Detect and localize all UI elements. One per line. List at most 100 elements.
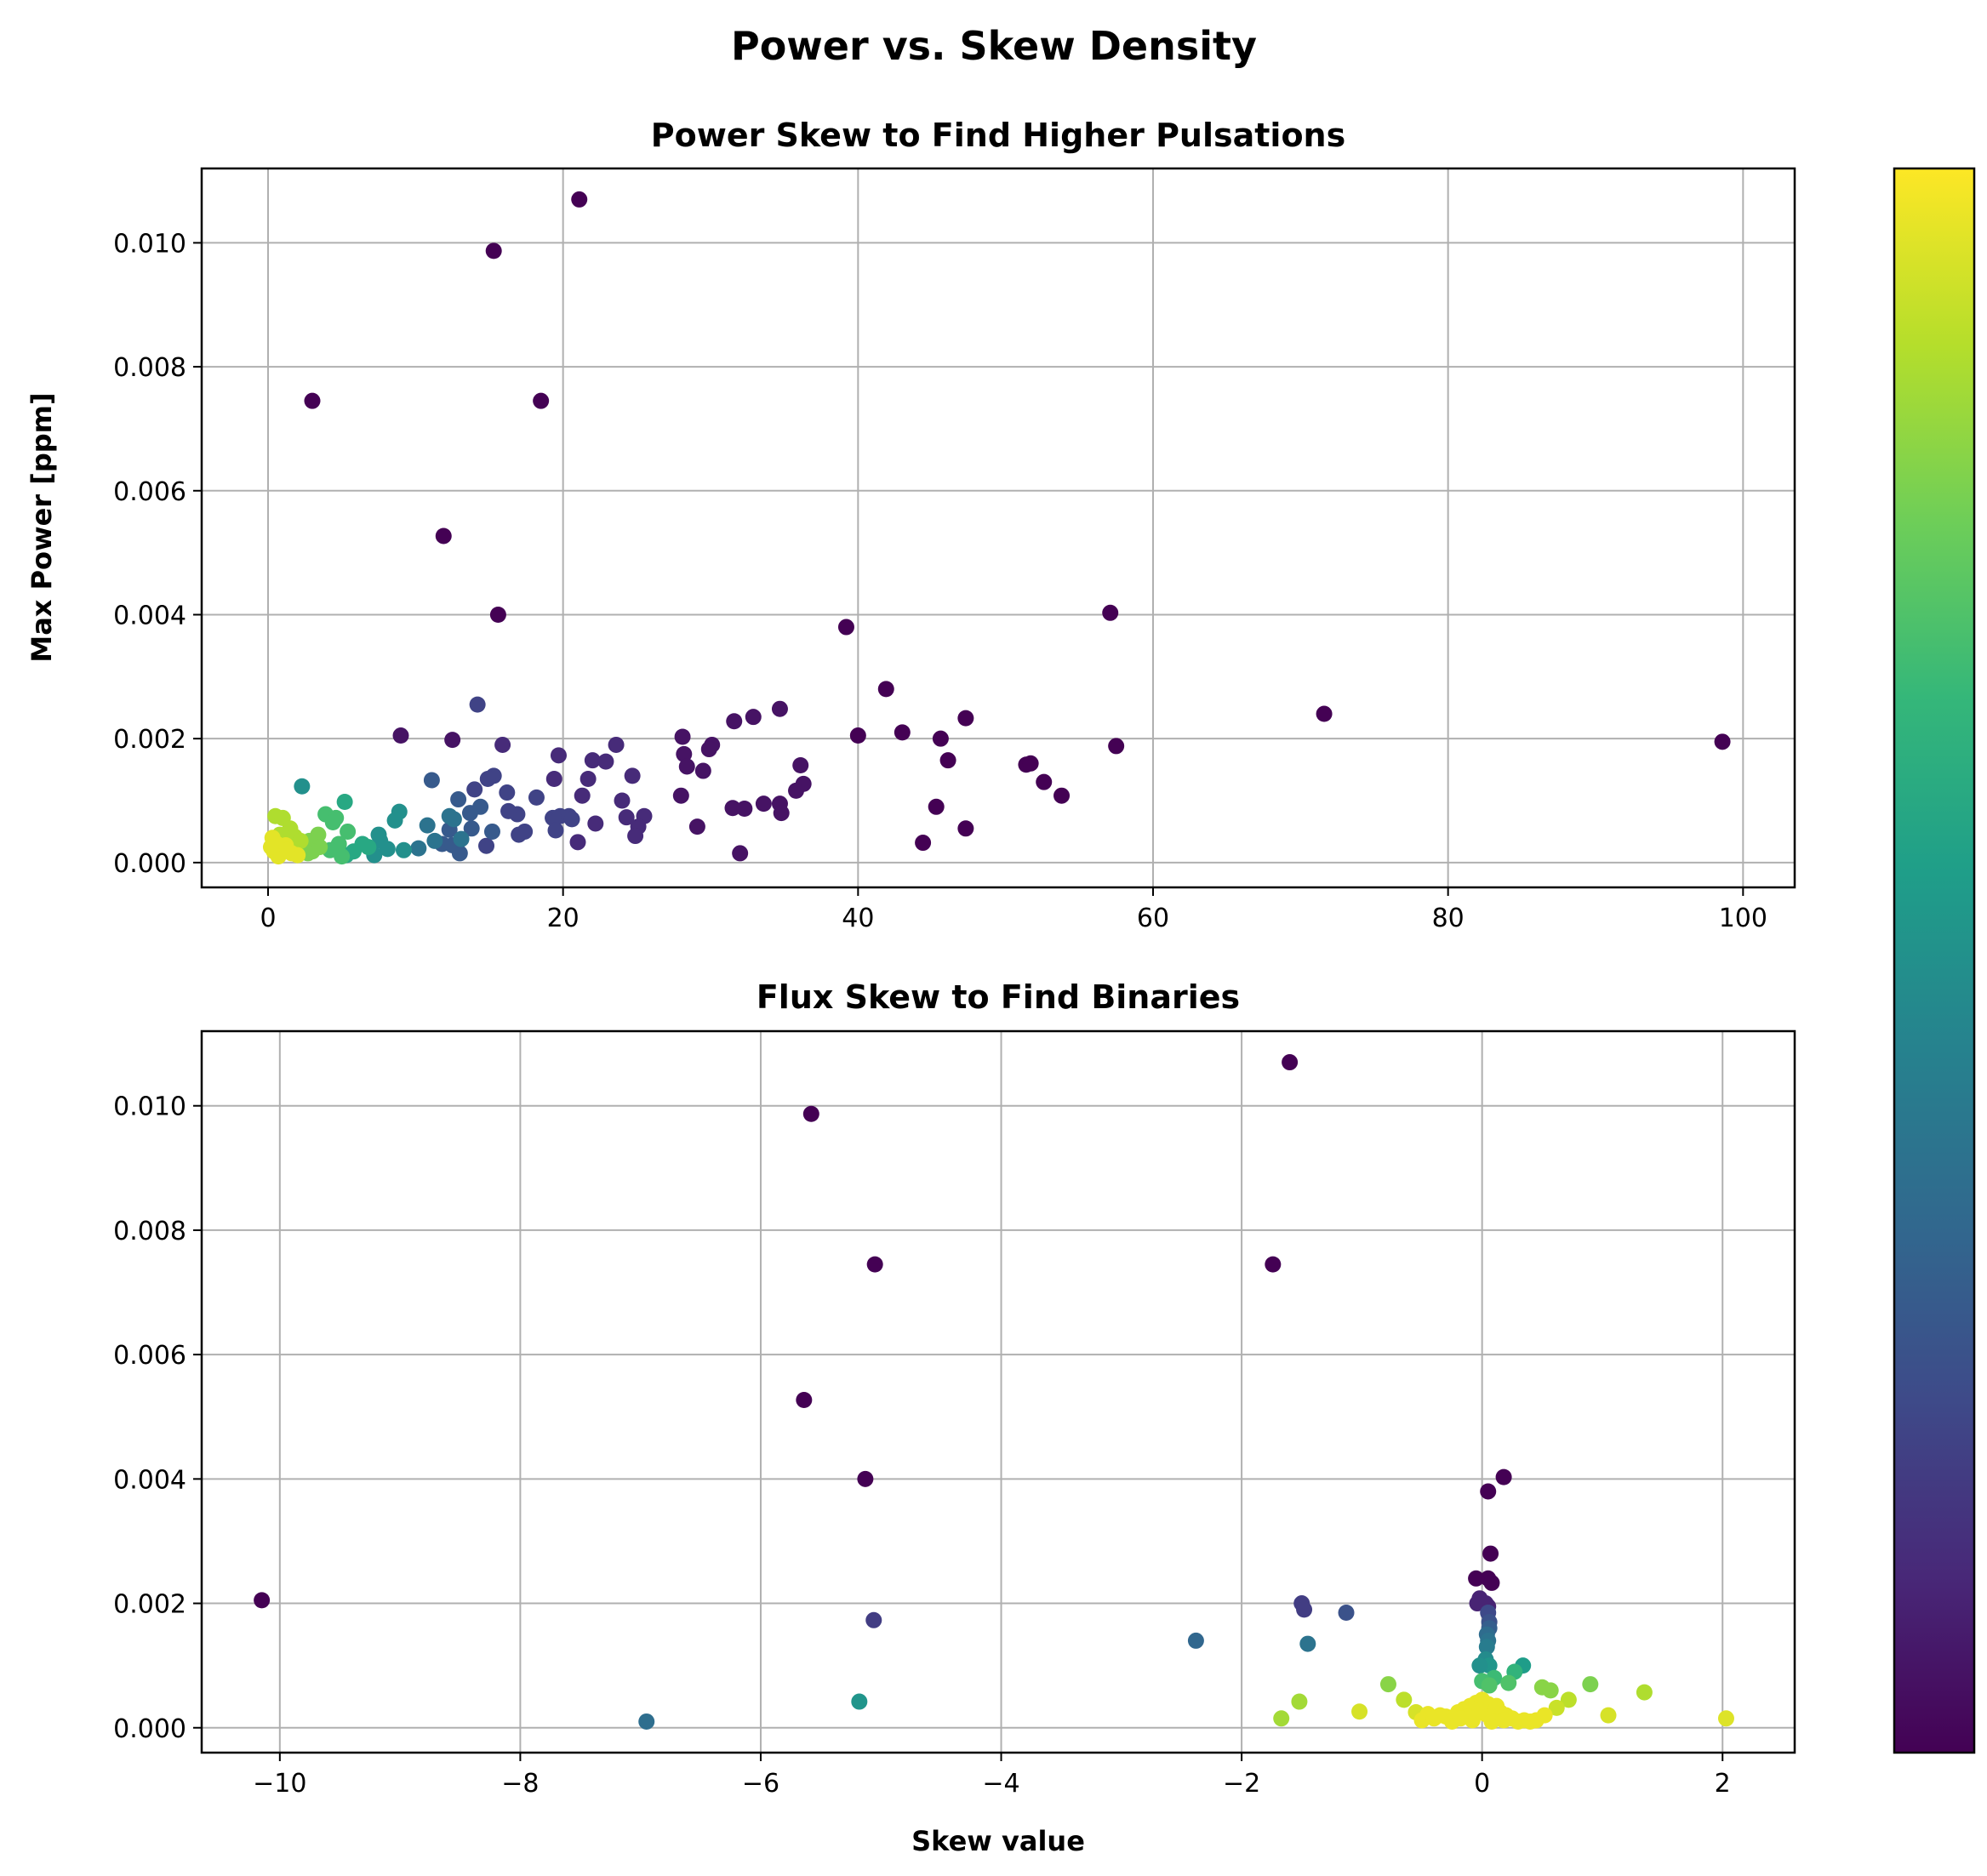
top-scatter-point [450, 791, 467, 808]
top-scatter-point [453, 830, 470, 847]
top-scatter-point [334, 848, 351, 865]
bottom-scatter-point [1273, 1710, 1290, 1727]
top-scatter-point [340, 823, 357, 840]
top-y-tick-label: 0.000 [113, 849, 186, 879]
colorbar [1893, 167, 1976, 1754]
top-scatter-point [483, 823, 500, 840]
top-y-axis-label: Max Power [ppm] [26, 392, 58, 662]
top-scatter-point [700, 741, 717, 758]
top-plot-frame [200, 167, 1796, 889]
bottom-scatter-point [1338, 1605, 1355, 1622]
top-x-tick-label: 100 [1719, 904, 1767, 933]
top-scatter-point [580, 771, 597, 788]
top-scatter-point [584, 752, 601, 769]
top-scatter-point [618, 809, 635, 826]
bottom-x-axis-label: Skew value [911, 1825, 1085, 1857]
bottom-y-tick-label: 0.000 [113, 1714, 186, 1744]
top-scatter-point [1022, 755, 1039, 772]
bottom-scatter-point [1548, 1699, 1565, 1716]
top-scatter-point [792, 756, 809, 773]
top-scatter-point [732, 845, 749, 862]
figure-title: Power vs. Skew Density [731, 23, 1257, 69]
top-scatter-point [324, 814, 341, 831]
bottom-x-tick-label: 2 [1715, 1769, 1731, 1799]
bottom-scatter-point [1187, 1632, 1204, 1649]
bottom-scatter-point [1265, 1256, 1282, 1273]
top-scatter-point [674, 728, 691, 745]
top-scatter-point [463, 820, 480, 837]
colorbar-gradient [1893, 167, 1976, 1754]
top-scatter-point [511, 826, 528, 843]
top-y-tick-label: 0.006 [113, 477, 186, 507]
top-scatter-point [587, 815, 604, 832]
bottom-scatter-point [254, 1592, 271, 1609]
bottom-plot-frame [200, 1029, 1796, 1754]
top-scatter-point [395, 841, 412, 858]
top-x-tick-label: 40 [842, 904, 874, 933]
top-x-tick-label: 60 [1137, 904, 1169, 933]
bottom-scatter-point [1468, 1570, 1485, 1587]
top-scatter-point [499, 784, 516, 801]
bottom-scatter-point [866, 1256, 883, 1273]
bottom-x-tick-label: −10 [253, 1769, 306, 1799]
bottom-scatter-point [1425, 1710, 1442, 1727]
bottom-scatter-point [1478, 1639, 1495, 1656]
top-scatter-point [957, 710, 974, 727]
bottom-scatter-point [1299, 1635, 1316, 1652]
top-scatter-point [932, 730, 949, 747]
top-scatter-point [574, 787, 591, 804]
top-scatter-point [423, 772, 440, 789]
top-scatter-point [545, 771, 562, 788]
top-scatter-point [1036, 773, 1053, 790]
top-x-tick-label: 80 [1432, 904, 1465, 933]
top-scatter-point [1108, 738, 1125, 755]
top-scatter-point [469, 696, 486, 713]
top-scatter-point [676, 745, 693, 762]
top-scatter-point [1053, 787, 1071, 804]
top-scatter-point [489, 606, 506, 623]
bottom-scatter-point [1452, 1710, 1469, 1727]
bottom-scatter-point [1471, 1657, 1488, 1674]
bottom-scatter-point [1396, 1691, 1413, 1708]
top-scatter-point [547, 822, 564, 839]
top-scatter-point [466, 781, 483, 798]
top-scatter-point [957, 820, 974, 837]
top-scatter-point [773, 805, 790, 822]
bottom-y-tick-label: 0.004 [113, 1465, 186, 1495]
top-scatter-point [627, 828, 644, 845]
bottom-scatter-point [796, 1392, 813, 1409]
bottom-x-tick-label: 0 [1474, 1769, 1490, 1799]
bottom-plot-title: Flux Skew to Find Binaries [757, 978, 1240, 1016]
top-scatter-point [550, 747, 567, 764]
top-scatter-point [533, 392, 550, 409]
bottom-scatter-point [802, 1105, 819, 1122]
top-scatter-point [360, 839, 377, 856]
bottom-x-tick-label: −6 [742, 1769, 779, 1799]
top-y-tick-label: 0.008 [113, 353, 186, 383]
bottom-scatter-point [1536, 1707, 1553, 1724]
top-scatter-point [500, 802, 517, 819]
top-scatter-point [736, 800, 753, 817]
top-scatter-point [928, 798, 945, 815]
bottom-scatter-point [1600, 1707, 1617, 1724]
top-scatter-point [849, 727, 866, 744]
bottom-scatter-point [1482, 1545, 1499, 1562]
top-scatter-point [571, 191, 588, 208]
top-scatter-point [441, 807, 458, 824]
top-scatter-point [894, 724, 911, 741]
top-scatter-point [1102, 604, 1119, 621]
bottom-y-tick-label: 0.008 [113, 1217, 186, 1246]
top-scatter-point [771, 700, 788, 717]
bottom-scatter-point [1291, 1693, 1308, 1710]
top-x-tick-label: 20 [547, 904, 580, 933]
top-scatter-point [745, 709, 762, 726]
bottom-y-tick-label: 0.006 [113, 1341, 186, 1371]
top-y-tick-label: 0.010 [113, 229, 186, 259]
bottom-scatter-plot: Flux Skew to Find Binaries Skew value −1… [113, 978, 1796, 1857]
top-scatter-point [494, 736, 511, 753]
bottom-x-tick-label: −2 [1223, 1769, 1260, 1799]
bottom-scatter-point [1379, 1676, 1396, 1693]
top-scatter-point [386, 812, 403, 829]
top-scatter-point [608, 736, 625, 753]
top-scatter-point [479, 771, 496, 788]
